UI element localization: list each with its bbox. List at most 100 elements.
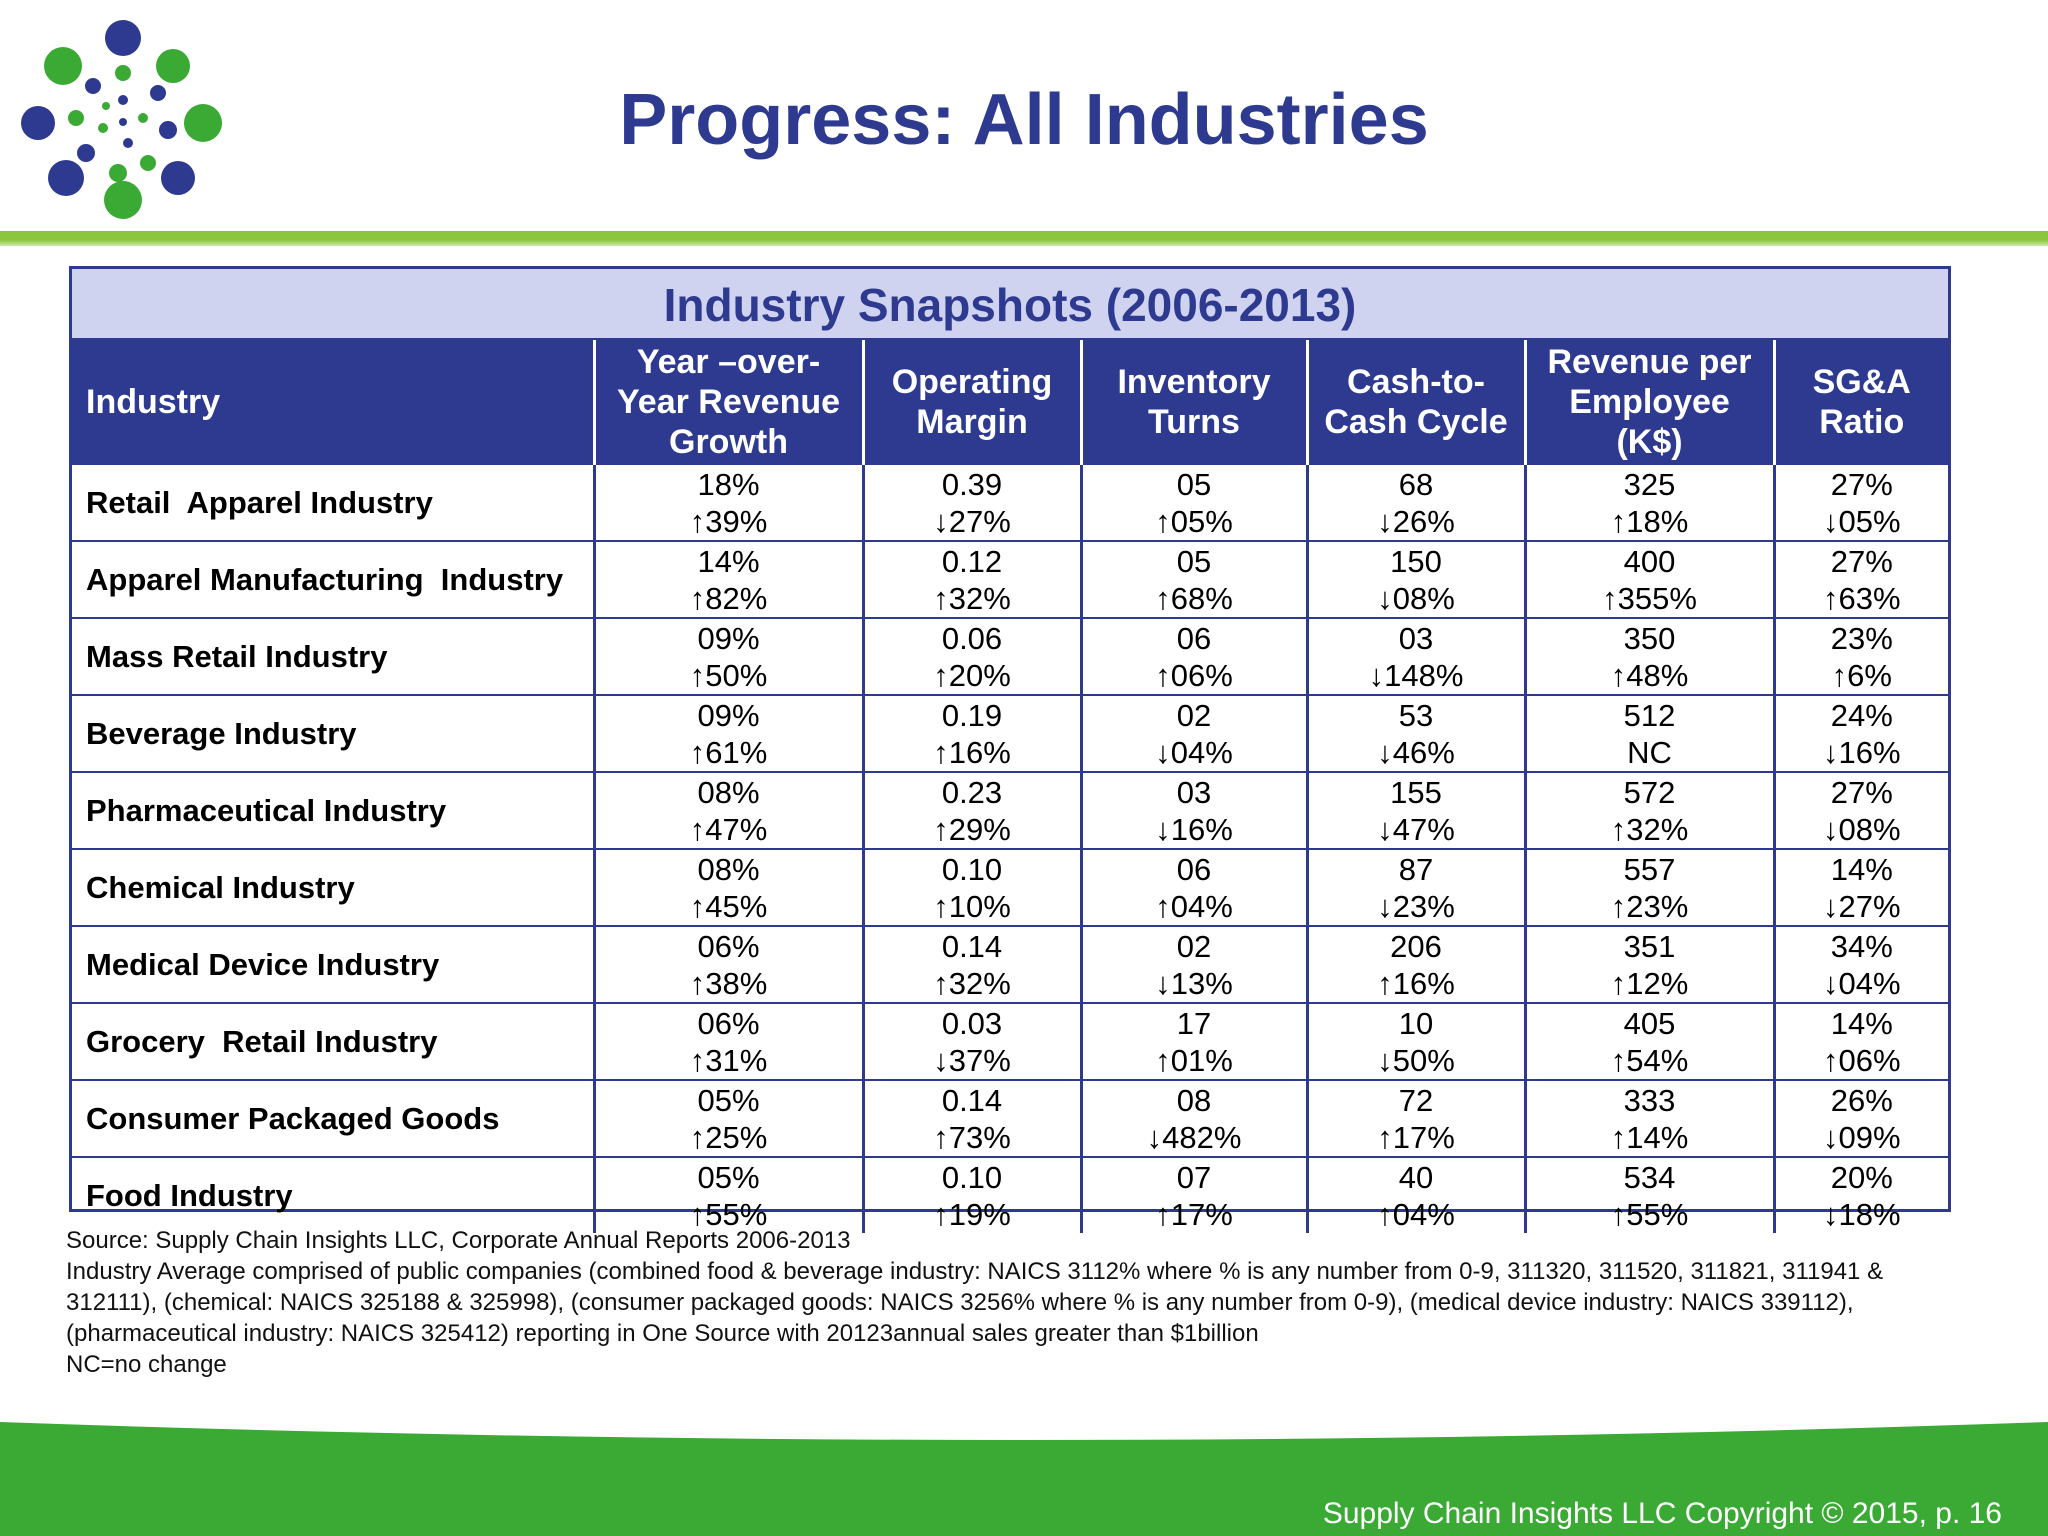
cell-change: ↓50% xyxy=(1309,1042,1524,1079)
column-header-industry: Industry xyxy=(72,340,594,464)
arrow-up-icon: ↑ xyxy=(933,1196,949,1232)
arrow-down-icon: ↓ xyxy=(1377,811,1393,847)
industry-name: Consumer Packaged Goods xyxy=(72,1079,594,1157)
cell-cash-cycle: 68 ↓26% xyxy=(1305,463,1525,541)
table-row: Consumer Packaged Goods 05% ↑25% 0.14 ↑73% 08… xyxy=(72,1079,1948,1157)
cell-change: ↑45% xyxy=(596,888,862,925)
cell-change: ↑25% xyxy=(596,1119,862,1156)
arrow-up-icon: ↑ xyxy=(1377,1119,1393,1155)
table-title: Industry Snapshots (2006-2013) xyxy=(72,269,1948,340)
change-text: 63% xyxy=(1838,580,1901,616)
arrow-up-icon: ↑ xyxy=(689,965,706,1001)
cell-value: 512 xyxy=(1623,697,1676,733)
cell-value: 534 xyxy=(1623,1159,1676,1195)
cell-cash-cycle: 40 ↑04% xyxy=(1305,1156,1525,1233)
cell-revenue-per-employee: 405 ↑54% xyxy=(1523,1002,1774,1080)
cell-value: 53 xyxy=(1398,697,1434,733)
cell-change: ↓04% xyxy=(1776,965,1949,1002)
arrow-down-icon: ↓ xyxy=(933,1042,949,1078)
arrow-up-icon: ↑ xyxy=(689,734,706,770)
change-text: 16% xyxy=(1170,811,1233,847)
change-text: 04% xyxy=(1392,1196,1455,1232)
arrow-down-icon: ↓ xyxy=(1377,580,1393,616)
cell-value: 40 xyxy=(1398,1159,1434,1195)
arrow-up-icon: ↑ xyxy=(1610,1119,1627,1155)
change-text: 19% xyxy=(948,1196,1011,1232)
cell-revenue-growth: 09% ↑61% xyxy=(592,694,863,772)
cell-change: ↑63% xyxy=(1776,580,1949,617)
cell-change: ↑31% xyxy=(596,1042,862,1079)
source-note: Source: Supply Chain Insights LLC, Corpo… xyxy=(66,1227,851,1254)
definition-note: Industry Average comprised of public com… xyxy=(66,1258,1884,1347)
change-text: 54% xyxy=(1626,1042,1689,1078)
change-text: 32% xyxy=(948,580,1011,616)
cell-change: ↓27% xyxy=(865,503,1080,540)
arrow-up-icon: ↑ xyxy=(1377,1196,1393,1232)
cell-sga-ratio: 34% ↓04% xyxy=(1772,925,1949,1003)
cell-inventory-turns: 02 ↓13% xyxy=(1079,925,1307,1003)
cell-change: ↑68% xyxy=(1083,580,1306,617)
cell-change: ↓04% xyxy=(1083,734,1306,771)
change-text: 148% xyxy=(1384,657,1464,693)
change-text: 355% xyxy=(1617,580,1697,616)
arrow-up-icon: ↑ xyxy=(689,657,706,693)
industry-name: Beverage Industry xyxy=(72,694,594,772)
arrow-down-icon: ↓ xyxy=(1822,888,1839,924)
arrow-up-icon: ↑ xyxy=(689,888,706,924)
change-text: 82% xyxy=(705,580,768,616)
arrow-down-icon: ↓ xyxy=(1155,734,1171,770)
cell-change: ↑38% xyxy=(596,965,862,1002)
cell-value: 06% xyxy=(697,1005,760,1041)
arrow-up-icon: ↑ xyxy=(1610,888,1627,924)
arrow-up-icon: ↑ xyxy=(933,1119,949,1155)
change-text: 45% xyxy=(705,888,768,924)
cell-change: ↑18% xyxy=(1527,503,1773,540)
cell-change: ↓23% xyxy=(1309,888,1524,925)
arrow-up-icon: ↑ xyxy=(689,1119,706,1155)
arrow-up-icon: ↑ xyxy=(1155,1042,1171,1078)
cell-operating-margin: 0.12 ↑32% xyxy=(861,540,1081,618)
cell-change: ↓482% xyxy=(1083,1119,1306,1156)
cell-value: 350 xyxy=(1623,620,1676,656)
cell-operating-margin: 0.14 ↑73% xyxy=(861,1079,1081,1157)
arrow-up-icon: ↑ xyxy=(1610,1042,1627,1078)
cell-value: 02 xyxy=(1176,928,1212,964)
cell-revenue-growth: 09% ↑50% xyxy=(592,617,863,695)
cell-value: 05% xyxy=(697,1082,760,1118)
arrow-down-icon: ↓ xyxy=(1377,734,1393,770)
change-text: 12% xyxy=(1626,965,1689,1001)
cell-change: ↑73% xyxy=(865,1119,1080,1156)
change-text: 482% xyxy=(1162,1119,1242,1155)
cell-value: 09% xyxy=(697,620,760,656)
cell-change: ↑16% xyxy=(1309,965,1524,1002)
cell-sga-ratio: 20% ↓18% xyxy=(1772,1156,1948,1233)
table-row: Chemical Industry 08% ↑45% 0.10 ↑10% 06 ↑04% 87… xyxy=(72,848,1948,926)
cell-revenue-growth: 18% ↑39% xyxy=(592,463,863,541)
change-text: 04% xyxy=(1838,965,1901,1001)
change-text: 68% xyxy=(1170,580,1233,616)
cell-value: 0.12 xyxy=(941,543,1003,579)
cell-value: 0.10 xyxy=(941,1159,1003,1195)
cell-revenue-per-employee: 351 ↑12% xyxy=(1523,925,1774,1003)
cell-value: 23% xyxy=(1830,620,1893,656)
change-text: 08% xyxy=(1392,580,1455,616)
cell-value: 09% xyxy=(697,697,760,733)
change-text: 18% xyxy=(1838,1196,1901,1232)
arrow-up-icon: ↑ xyxy=(689,580,706,616)
change-text: 50% xyxy=(705,657,768,693)
change-text: 27% xyxy=(948,503,1011,539)
cell-change: ↑14% xyxy=(1527,1119,1773,1156)
cell-value: 08% xyxy=(697,851,760,887)
industry-name: Food Industry xyxy=(72,1156,594,1233)
cell-value: 05 xyxy=(1176,543,1212,579)
cell-value: 325 xyxy=(1623,466,1676,502)
cell-inventory-turns: 17 ↑01% xyxy=(1079,1002,1307,1080)
footnotes: Source: Supply Chain Insights LLC, Corpo… xyxy=(66,1225,1966,1380)
legend-note: NC=no change xyxy=(66,1351,227,1378)
arrow-up-icon: ↑ xyxy=(933,888,949,924)
change-text: 16% xyxy=(948,734,1011,770)
cell-cash-cycle: 10 ↓50% xyxy=(1305,1002,1525,1080)
cell-value: 0.03 xyxy=(941,1005,1003,1041)
cell-value: 0.39 xyxy=(941,466,1003,502)
industry-name: Retail Apparel Industry xyxy=(72,463,594,541)
